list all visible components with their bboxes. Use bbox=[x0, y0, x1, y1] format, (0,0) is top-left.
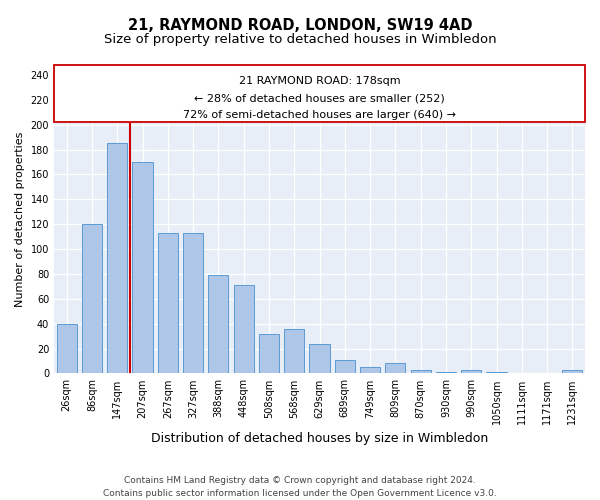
Bar bbox=[335, 360, 355, 374]
Text: 21 RAYMOND ROAD: 178sqm: 21 RAYMOND ROAD: 178sqm bbox=[239, 76, 400, 86]
Bar bbox=[436, 372, 456, 374]
Y-axis label: Number of detached properties: Number of detached properties bbox=[15, 132, 25, 307]
Bar bbox=[562, 370, 583, 374]
Text: Contains HM Land Registry data © Crown copyright and database right 2024.
Contai: Contains HM Land Registry data © Crown c… bbox=[103, 476, 497, 498]
Bar bbox=[284, 328, 304, 374]
Bar bbox=[183, 233, 203, 374]
X-axis label: Distribution of detached houses by size in Wimbledon: Distribution of detached houses by size … bbox=[151, 432, 488, 445]
Bar bbox=[461, 370, 481, 374]
Text: ← 28% of detached houses are smaller (252): ← 28% of detached houses are smaller (25… bbox=[194, 93, 445, 103]
Bar bbox=[410, 370, 431, 374]
Bar bbox=[385, 364, 406, 374]
Bar bbox=[360, 367, 380, 374]
Bar bbox=[259, 334, 279, 374]
Bar bbox=[107, 144, 127, 374]
Bar bbox=[133, 162, 152, 374]
Text: Size of property relative to detached houses in Wimbledon: Size of property relative to detached ho… bbox=[104, 32, 496, 46]
Text: 21, RAYMOND ROAD, LONDON, SW19 4AD: 21, RAYMOND ROAD, LONDON, SW19 4AD bbox=[128, 18, 472, 32]
FancyBboxPatch shape bbox=[54, 65, 585, 122]
Bar bbox=[487, 372, 506, 374]
Bar bbox=[233, 285, 254, 374]
Bar bbox=[56, 324, 77, 374]
Text: 72% of semi-detached houses are larger (640) →: 72% of semi-detached houses are larger (… bbox=[183, 110, 456, 120]
Bar bbox=[158, 233, 178, 374]
Bar bbox=[310, 344, 329, 374]
Bar bbox=[208, 275, 229, 374]
Bar bbox=[82, 224, 102, 374]
